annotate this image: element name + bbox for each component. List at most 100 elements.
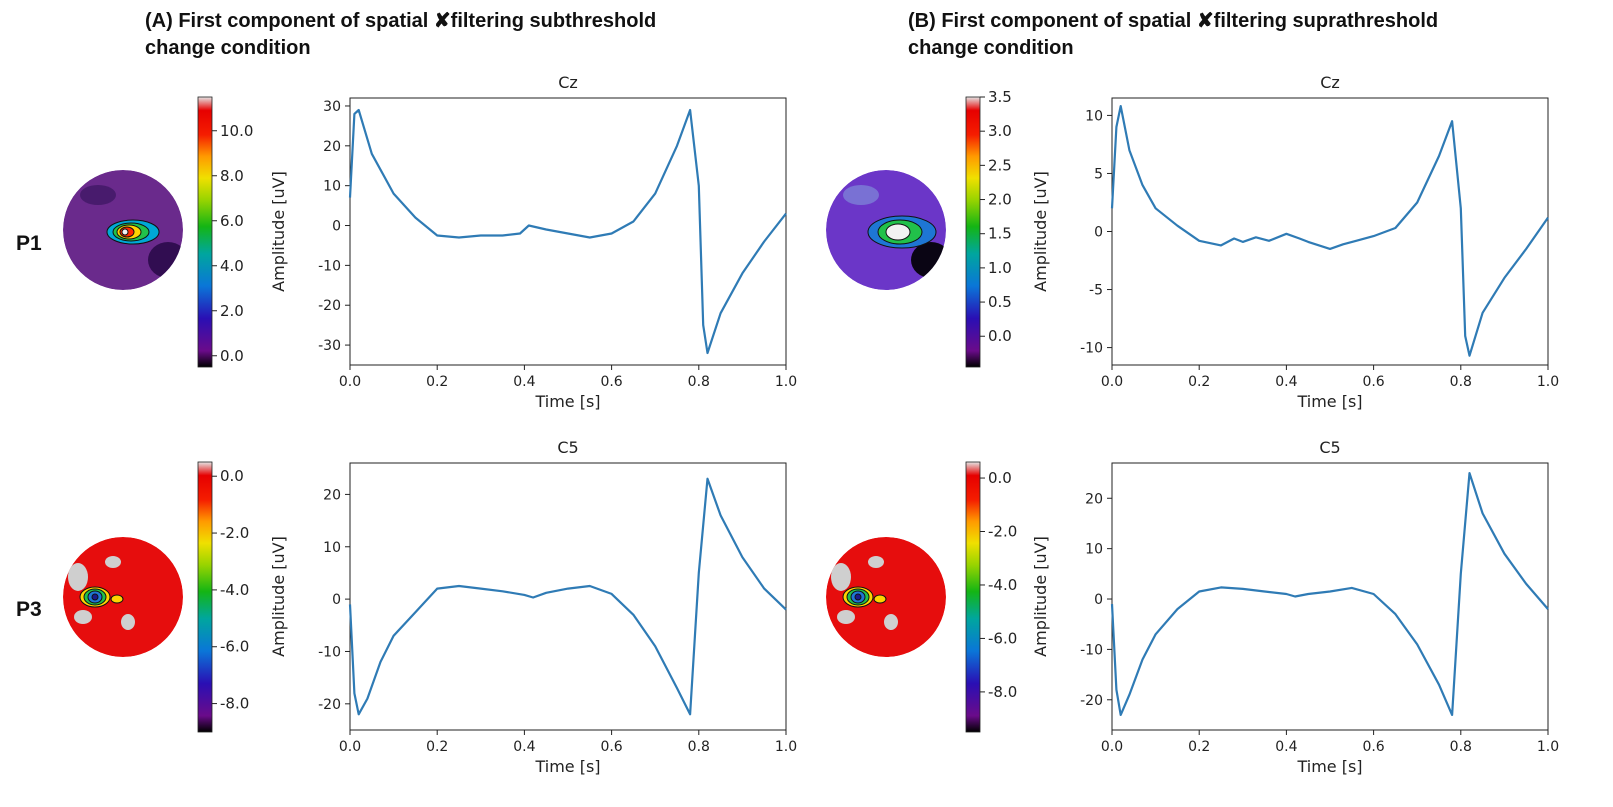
- y-tick-label: 10: [1085, 542, 1103, 558]
- chart-layer: 0.0 2.0 4.0 6.0 8.0 10.0 0.0 0.2 0.4 0.6 0.8 1.0 -30…: [197, 73, 1559, 776]
- y-axis-label: Amplitude [uV]: [1031, 536, 1050, 657]
- panel-b-title: (B) First component of spatial ✘filterin…: [908, 8, 1438, 62]
- y-tick-label: -10: [1080, 642, 1103, 658]
- x-tick-label: 0.6: [1362, 739, 1384, 755]
- y-tick-label: -5: [1089, 283, 1103, 299]
- topomap-contour: [854, 593, 862, 601]
- colorbar-tick-label: 0.0: [988, 327, 1012, 345]
- topomap-b-p1: [826, 170, 946, 290]
- y-tick-label: 10: [323, 540, 341, 556]
- topomap-blob: [68, 563, 88, 591]
- topomap-blob: [911, 242, 946, 278]
- axes-frame: [1111, 462, 1549, 731]
- y-axis-label: Amplitude [uV]: [1031, 171, 1050, 292]
- colorbar-tick-label: 1.0: [988, 259, 1012, 277]
- y-tick-label: -30: [318, 338, 341, 354]
- x-tick-label: 0.6: [600, 374, 622, 390]
- axes-frame: [349, 462, 787, 731]
- y-tick-label: 30: [323, 99, 341, 115]
- colorbar-tick-label: 6.0: [220, 212, 244, 230]
- chart-title: C5: [557, 438, 578, 457]
- topomap-blob: [843, 185, 879, 205]
- y-tick-label: -20: [318, 298, 341, 314]
- colorbar: [965, 461, 981, 733]
- y-tick-label: 20: [323, 487, 341, 503]
- topomap-blob: [831, 563, 851, 591]
- panel-b-title-line1: (B) First component of spatial ✘filterin…: [908, 10, 1439, 32]
- y-axis-label: Amplitude [uV]: [269, 171, 288, 292]
- colorbar-tick-label: -6.0: [220, 638, 249, 656]
- topomap-blob: [884, 614, 898, 630]
- topomap-blob: [74, 610, 92, 624]
- topomap-blob: [105, 556, 121, 568]
- y-tick-label: 10: [1085, 108, 1103, 124]
- topomap-blob: [148, 242, 183, 278]
- panel-b-title-line2: change condition: [908, 37, 1074, 59]
- y-axis-label: Amplitude [uV]: [269, 536, 288, 657]
- chart-title: Cz: [558, 73, 578, 92]
- colorbar-tick-label: -2.0: [988, 523, 1017, 541]
- y-tick-label: 10: [323, 179, 341, 195]
- topomap-blob: [121, 614, 135, 630]
- colorbar-tick-label: -2.0: [220, 524, 249, 542]
- topomap-blob: [837, 610, 855, 624]
- colorbar-tick-label: 2.0: [988, 191, 1012, 209]
- colorbar-tick-label: 0.5: [988, 293, 1012, 311]
- panel-a-title: (A) First component of spatial ✘filterin…: [145, 8, 656, 62]
- colorbar-tick-label: 1.5: [988, 225, 1012, 243]
- colorbar-tick-label: 0.0: [220, 347, 244, 365]
- x-tick-label: 0.8: [688, 374, 710, 390]
- series-line: [1110, 472, 1549, 716]
- x-tick-label: 0.2: [1188, 374, 1210, 390]
- chart-a-p3: -8.0 -6.0 -4.0 -2.0 0.0 0.0 0.2 0.4 0.6 0.8 1.0 -20…: [197, 438, 797, 776]
- y-tick-label: 5: [1094, 166, 1103, 182]
- topomap-a-p1: [63, 170, 183, 290]
- axes-frame: [349, 97, 787, 366]
- x-tick-label: 0.8: [1450, 374, 1472, 390]
- x-tick-label: 0.2: [426, 739, 448, 755]
- y-tick-label: 0: [332, 219, 341, 235]
- x-tick-label: 0.4: [1275, 374, 1297, 390]
- colorbar-tick-label: -8.0: [988, 683, 1017, 701]
- panel-a-title-line1: (A) First component of spatial ✘filterin…: [145, 10, 657, 32]
- topomap-blob: [80, 185, 116, 205]
- colorbar-tick-label: 2.5: [988, 156, 1012, 174]
- y-tick-label: 0: [332, 592, 341, 608]
- x-tick-label: 1.0: [1537, 739, 1559, 755]
- topomap-background: [63, 537, 183, 657]
- x-axis-label: Time [s]: [534, 392, 600, 411]
- y-tick-label: 0: [1094, 592, 1103, 608]
- colorbar: [197, 461, 213, 733]
- x-tick-label: 0.4: [513, 374, 535, 390]
- colorbar-tick-label: 0.0: [220, 467, 244, 485]
- x-tick-label: 1.0: [775, 739, 797, 755]
- topomap-layer: [63, 170, 946, 657]
- topomap-blob: [868, 556, 884, 568]
- x-tick-label: 0.4: [1275, 739, 1297, 755]
- y-tick-label: 20: [1085, 491, 1103, 507]
- y-tick-label: 0: [1094, 225, 1103, 241]
- topomap-contour: [885, 223, 911, 241]
- chart-title: C5: [1319, 438, 1340, 457]
- x-tick-label: 0.2: [1188, 739, 1210, 755]
- topomap-contour: [110, 594, 124, 604]
- x-axis-label: Time [s]: [534, 757, 600, 776]
- x-axis-label: Time [s]: [1296, 392, 1362, 411]
- y-tick-label: -10: [318, 644, 341, 660]
- chart-b-p1: 0.0 0.5 1.0 1.5 2.0 2.5 3.0 3.5 0.0 0.2 0.4 0.6 0.8 1…: [965, 73, 1559, 411]
- series-line: [348, 477, 787, 716]
- topomap-background: [826, 537, 946, 657]
- colorbar-tick-label: -8.0: [220, 695, 249, 713]
- y-tick-label: -10: [318, 258, 341, 274]
- topomap-contour: [873, 594, 887, 604]
- topomap-b-p3: [826, 537, 946, 657]
- colorbar-tick-label: 0.0: [988, 469, 1012, 487]
- x-tick-label: 0.6: [600, 739, 622, 755]
- colorbar-tick-label: 2.0: [220, 302, 244, 320]
- colorbar: [197, 96, 213, 368]
- colorbar-tick-label: -6.0: [988, 629, 1017, 647]
- chart-b-p3: -8.0 -6.0 -4.0 -2.0 0.0 0.0 0.2 0.4 0.6 0.8 1.0 -20…: [965, 438, 1559, 776]
- topomap-a-p3: [63, 537, 183, 657]
